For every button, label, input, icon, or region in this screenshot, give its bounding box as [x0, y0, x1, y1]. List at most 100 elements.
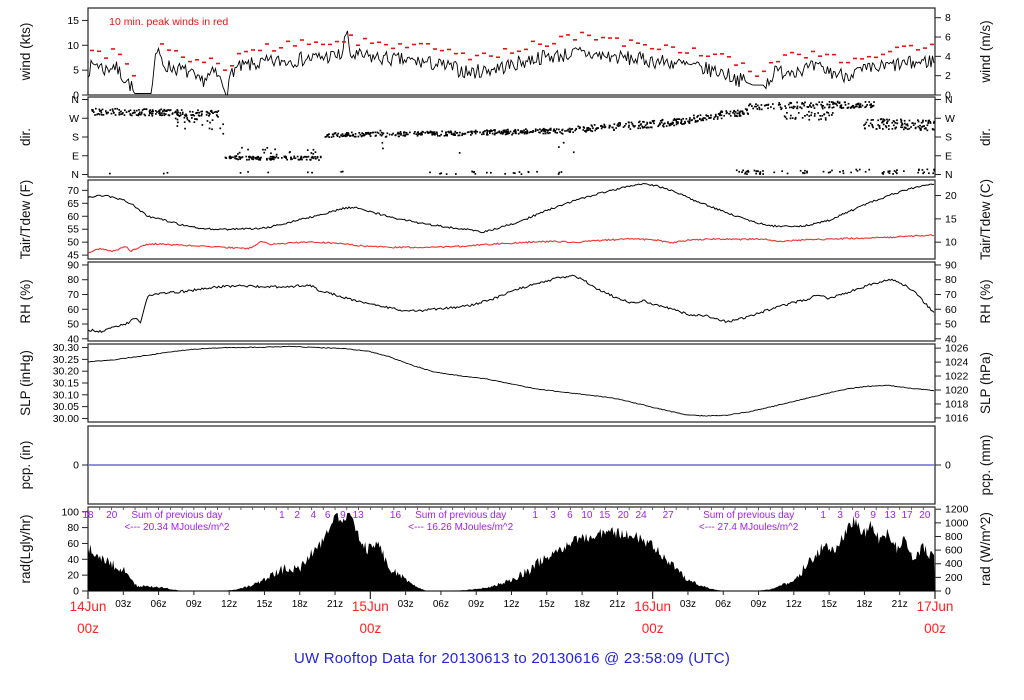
wind-direction-dot — [684, 120, 686, 123]
wind-direction-dot — [392, 132, 394, 135]
wind-direction-dot — [341, 170, 344, 173]
wind-direction-dot — [494, 130, 496, 132]
wind-direction-dot — [832, 101, 834, 104]
wind-direction-dot — [836, 104, 838, 107]
wind-direction-dot — [235, 158, 238, 160]
wind-direction-dot — [241, 146, 243, 149]
wind-direction-dot — [213, 111, 216, 114]
wind-direction-dot — [471, 132, 473, 135]
wind-direction-dot — [336, 135, 339, 137]
temp-left-tick-label: 50 — [67, 237, 79, 249]
wind-direction-dot — [448, 131, 450, 134]
rh-left-tick-label: 50 — [67, 319, 79, 331]
wind-direction-dot — [736, 109, 739, 112]
wind-right-tick-label: 6 — [945, 32, 951, 44]
wind-direction-dot — [733, 110, 735, 113]
wind-direction-dot — [403, 134, 406, 137]
wind-direction-dot — [556, 132, 558, 134]
wind-direction-dot — [743, 112, 745, 115]
wind-direction-dot — [850, 171, 852, 174]
wind-direction-dot — [502, 132, 505, 134]
wind-direction-dot — [832, 106, 835, 109]
wind-direction-dot — [784, 116, 787, 119]
wind-direction-dot — [470, 134, 472, 136]
wind-direction-dot — [275, 155, 278, 158]
wind-direction-dot — [143, 113, 146, 116]
wind-direction-dot — [183, 121, 186, 123]
wind-direction-dot — [828, 103, 831, 106]
wind-direction-dot — [258, 158, 260, 161]
wind-direction-dot — [209, 110, 212, 113]
temp-left-tick-label: 65 — [67, 198, 79, 210]
wind-direction-dot — [365, 132, 367, 134]
wind-direction-dot — [888, 170, 891, 172]
rad-cumulative-value: 6 — [567, 510, 573, 521]
wind-direction-dot — [211, 119, 214, 121]
wind-direction-dot — [901, 122, 903, 125]
wind-direction-dot — [302, 156, 305, 159]
wind-direction-dot — [603, 126, 606, 129]
sea-level-pressure-line — [87, 345, 935, 417]
wind-direction-dot — [589, 128, 592, 130]
wind-direction-dot — [778, 102, 780, 104]
wind-direction-dot — [271, 157, 274, 159]
slp-left-tick-label: 30.15 — [53, 378, 79, 390]
wind-direction-dot — [196, 111, 199, 114]
wind-direction-dot — [567, 128, 570, 131]
wind-direction-dot — [888, 118, 891, 121]
wind-direction-dot — [296, 155, 299, 158]
wind-direction-dot — [642, 120, 644, 123]
wind-direction-dot — [892, 173, 894, 175]
wind-direction-dot — [336, 134, 338, 136]
wind-direction-dot — [858, 106, 860, 109]
wind-direction-dot — [377, 132, 380, 134]
wind-direction-dot — [762, 170, 764, 172]
wind-direction-dot — [716, 118, 719, 120]
wind-direction-dot — [350, 131, 353, 134]
wind-direction-dot — [500, 130, 503, 133]
wind-direction-dot — [794, 118, 797, 120]
wind-direction-dot — [174, 111, 176, 114]
wind-direction-dot — [796, 105, 799, 108]
wind-direction-dot — [744, 172, 746, 175]
wind-direction-dot — [659, 120, 662, 122]
solar-radiation-area — [88, 512, 935, 591]
wind-direction-dot — [780, 108, 782, 111]
wind-direction-dot — [570, 128, 572, 131]
rh-left-tick-label: 60 — [67, 304, 79, 316]
rad-left-axis-label: rad(Lgly/hr) — [18, 514, 33, 583]
wind-direction-dot — [464, 132, 466, 135]
wind-direction-dot — [749, 103, 752, 105]
wind-direction-dot — [929, 121, 932, 123]
wind-direction-dot — [92, 109, 94, 111]
wind-direction-dot — [561, 133, 564, 135]
rad-cumulative-value: 27 — [663, 510, 675, 521]
rad-cumulative-value: 6 — [854, 510, 860, 521]
wind-direction-dot — [751, 105, 753, 107]
wind-direction-dot — [334, 132, 337, 134]
wind-direction-dot — [488, 130, 491, 132]
wind-direction-dot — [602, 126, 604, 128]
wind-direction-dot — [639, 127, 642, 130]
wind-direction-dot — [738, 115, 741, 117]
wind-direction-dot — [316, 156, 319, 159]
wind-direction-dot — [197, 109, 199, 112]
wind-direction-dot — [495, 132, 498, 134]
wind-direction-dot — [564, 130, 566, 132]
wind-direction-dot — [293, 155, 296, 158]
wind-direction-dot — [891, 128, 894, 130]
wind-direction-dot — [555, 128, 558, 130]
wind-direction-dot — [188, 120, 191, 123]
wind-direction-dot — [352, 134, 355, 137]
wind-direction-dot — [835, 103, 837, 105]
wind-direction-dot — [405, 131, 408, 134]
rad-cumulative-value: 17 — [901, 510, 913, 521]
wind-direction-dot — [288, 151, 291, 154]
wind-direction-dot — [702, 119, 705, 122]
wind-direction-dot — [455, 132, 458, 134]
wind-direction-dot — [646, 121, 649, 124]
wind-direction-dot — [290, 158, 292, 161]
wind-direction-dot — [525, 132, 528, 135]
x-day-label: 16Jun — [634, 599, 671, 614]
wind-direction-dot — [886, 118, 888, 121]
